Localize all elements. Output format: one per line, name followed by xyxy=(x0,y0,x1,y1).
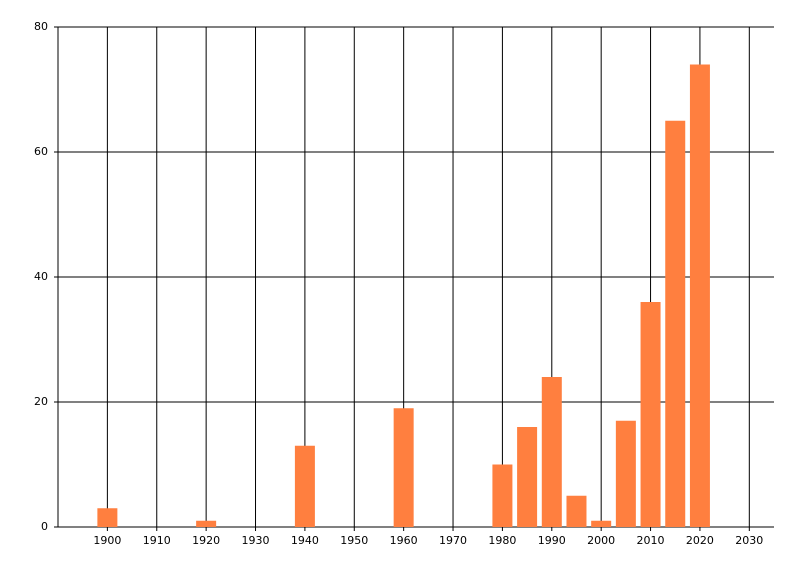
bar xyxy=(689,64,710,527)
x-tick-label: 1960 xyxy=(390,534,418,547)
y-tick-label: 40 xyxy=(34,270,48,283)
x-tick-label: 1910 xyxy=(143,534,171,547)
bar xyxy=(665,120,686,527)
x-tick-label: 1900 xyxy=(93,534,121,547)
y-tick-label: 80 xyxy=(34,20,48,33)
bar xyxy=(517,427,538,527)
x-tick-label: 2020 xyxy=(686,534,714,547)
bar xyxy=(615,420,636,527)
x-tick-label: 1920 xyxy=(192,534,220,547)
x-tick-label: 1950 xyxy=(340,534,368,547)
x-tick-label: 2030 xyxy=(735,534,763,547)
bar xyxy=(541,377,562,527)
x-tick-label: 1930 xyxy=(242,534,270,547)
y-tick-label: 0 xyxy=(41,520,48,533)
x-tick-label: 1990 xyxy=(538,534,566,547)
bar xyxy=(492,464,513,527)
bar xyxy=(97,508,118,527)
bar xyxy=(591,520,612,527)
y-tick-label: 20 xyxy=(34,395,48,408)
x-tick-label: 1940 xyxy=(291,534,319,547)
x-tick-label: 1980 xyxy=(488,534,516,547)
bar xyxy=(294,445,315,527)
x-tick-label: 2010 xyxy=(637,534,665,547)
bar xyxy=(566,495,587,527)
x-tick-label: 1970 xyxy=(439,534,467,547)
bar xyxy=(393,408,414,527)
y-tick-label: 60 xyxy=(34,145,48,158)
bar xyxy=(640,302,661,527)
x-tick-label: 2000 xyxy=(587,534,615,547)
bar xyxy=(196,520,217,527)
